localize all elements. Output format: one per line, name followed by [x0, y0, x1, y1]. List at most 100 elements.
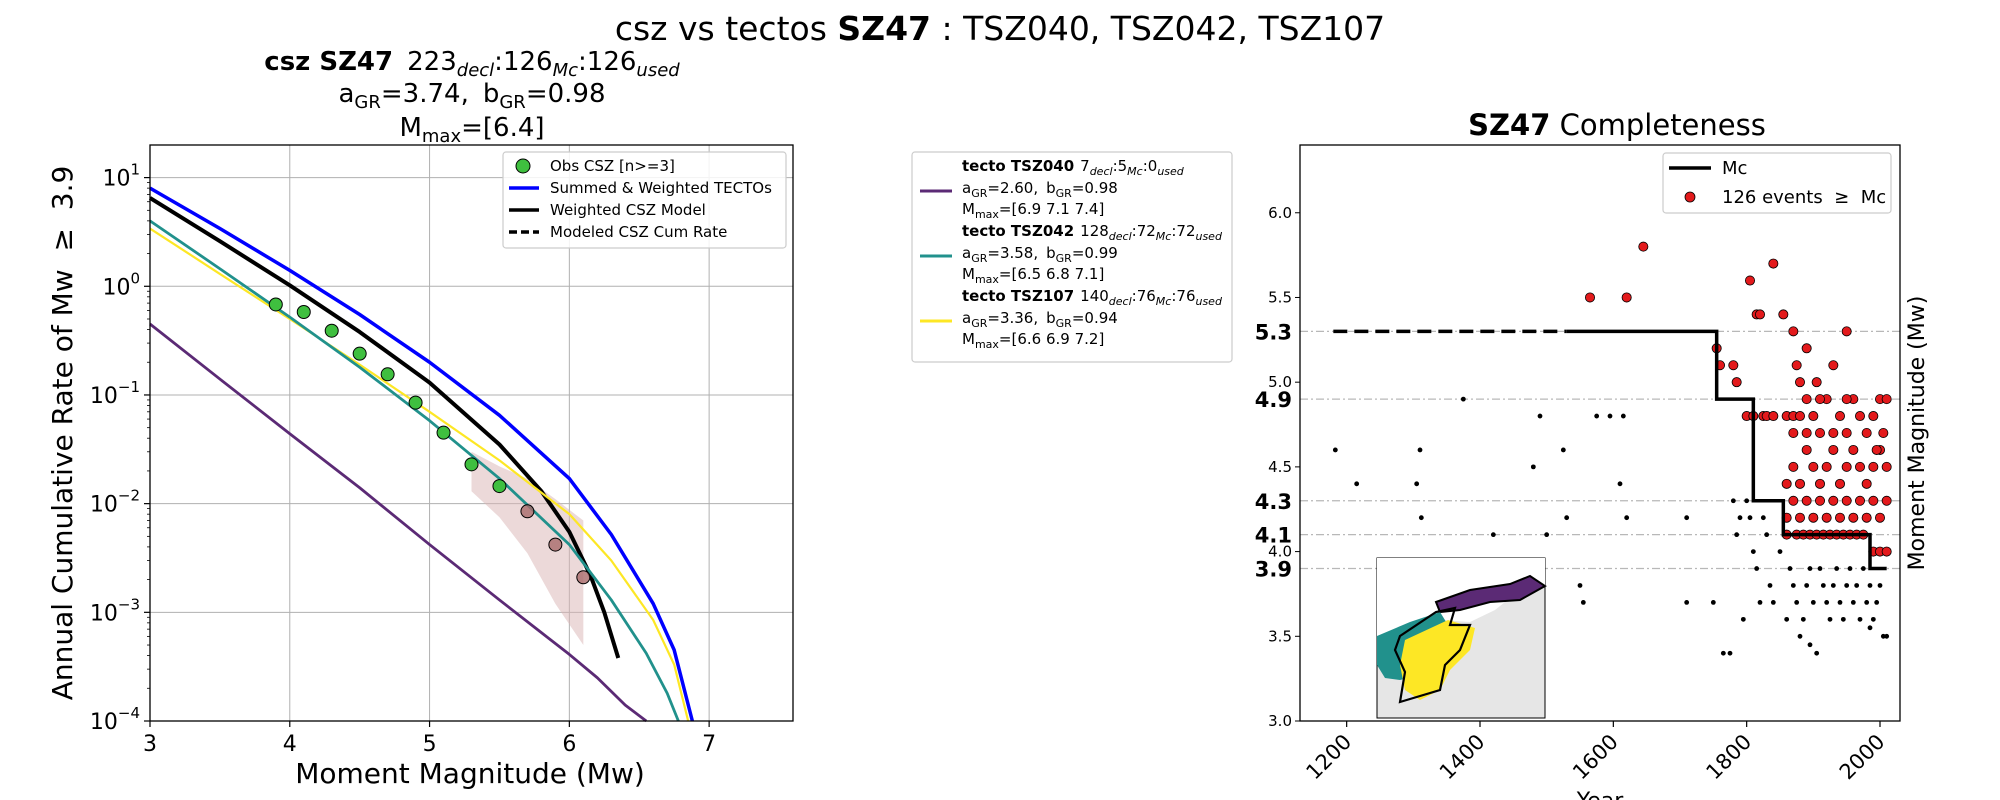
tecto-legend-mmax: Mmax=[6.6 6.9 7.2]	[962, 330, 1104, 351]
event-below-mc	[1577, 583, 1583, 588]
event-below-mc	[1594, 413, 1600, 419]
rate-xtick-label: 6	[562, 732, 576, 757]
observation-point	[576, 570, 591, 585]
series-line-purple	[149, 322, 648, 723]
completeness-ytick-label: 5.5	[1268, 288, 1292, 306]
event-above-mc	[1815, 478, 1826, 489]
rate-ytick-label: 100	[102, 269, 140, 300]
event-above-mc	[1841, 326, 1852, 337]
event-above-mc	[1815, 495, 1826, 506]
event-below-mc	[1760, 515, 1766, 521]
event-below-mc	[1354, 481, 1360, 487]
observation-points	[268, 297, 591, 585]
event-below-mc	[1744, 498, 1750, 504]
event-below-mc	[1880, 633, 1886, 639]
completeness-ytick-label: 4.5	[1268, 458, 1292, 476]
observation-point	[436, 425, 451, 440]
header-used-sub: used	[636, 60, 680, 81]
event-above-mc	[1808, 461, 1819, 472]
tecto-legend-title: tecto TSZ042 128decl:72Mc:72used	[962, 222, 1223, 243]
event-above-mc	[1821, 461, 1832, 472]
event-above-mc	[1828, 427, 1839, 438]
rate-ytick-label: 101	[102, 161, 140, 192]
header-csz-name: csz SZ47	[264, 47, 393, 77]
event-above-mc	[1881, 546, 1892, 557]
event-above-mc	[1841, 495, 1852, 506]
mc-step-line	[1333, 329, 1887, 571]
event-above-mc	[1881, 394, 1892, 405]
event-below-mc	[1727, 650, 1733, 656]
event-below-mc	[1417, 447, 1423, 453]
completeness-title-rest: Completeness	[1550, 108, 1765, 142]
event-below-mc	[1734, 532, 1740, 538]
mc-step-solid	[1566, 329, 1887, 571]
inset-map-region-tsz107	[1400, 620, 1475, 700]
series-line-black	[148, 196, 621, 659]
observation-point	[408, 395, 423, 410]
event-above-mc	[1621, 292, 1632, 303]
observation-point	[296, 304, 311, 319]
completeness-chart: SZ47 Completeness 5.3 4.9 4.3 4.1 3.9 3.0 3.5 4…	[1255, 108, 1930, 800]
figure-title-bold: SZ47	[837, 9, 931, 48]
event-above-mc	[1801, 444, 1812, 455]
event-above-mc	[1815, 394, 1826, 405]
event-above-mc	[1861, 512, 1872, 523]
tecto-legend-title: tecto TSZ107 140decl:76Mc:76used	[962, 287, 1223, 308]
completeness-ytick-label: 5.0	[1268, 373, 1292, 391]
completeness-legend-box	[1662, 152, 1892, 214]
header-a-gr: =3.74,	[381, 79, 469, 109]
tecto-legend-title: tecto TSZ040 7decl:5Mc:0used	[962, 157, 1185, 178]
rate-xtick-label: 7	[702, 732, 716, 757]
event-below-mc	[1624, 515, 1630, 521]
event-below-mc	[1730, 498, 1736, 504]
event-below-mc	[1490, 532, 1496, 538]
event-above-mc	[1788, 326, 1799, 337]
event-below-mc	[1884, 633, 1890, 639]
rate-chart-ticks: 3 4 5 6 7 101 100 10−1 10−2 10−3 10−4	[90, 161, 716, 757]
event-below-mc	[1847, 566, 1853, 571]
event-below-mc	[1844, 583, 1850, 588]
mc-level-label: 4.9	[1255, 388, 1292, 412]
completeness-xlabel: Year	[1576, 789, 1625, 800]
event-below-mc	[1754, 566, 1760, 571]
event-below-mc	[1834, 566, 1840, 571]
event-above-mc	[1788, 461, 1799, 472]
event-below-mc	[1877, 583, 1883, 588]
completeness-xtick-label: 1200	[1301, 730, 1356, 785]
completeness-xtick-label: 1800	[1701, 730, 1756, 785]
completeness-title: SZ47 Completeness	[1468, 108, 1766, 142]
event-above-mc	[1868, 495, 1879, 506]
event-below-mc	[1617, 481, 1623, 487]
rate-chart-series	[148, 186, 695, 723]
event-above-mc	[1878, 427, 1889, 438]
event-below-mc	[1560, 447, 1566, 453]
event-above-mc	[1835, 512, 1846, 523]
event-above-mc	[1841, 461, 1852, 472]
event-above-mc	[1848, 444, 1859, 455]
event-above-mc	[1868, 411, 1879, 422]
observation-point	[520, 504, 535, 519]
uncertainty-band-area	[471, 451, 584, 646]
event-below-mc	[1607, 413, 1613, 419]
event-above-mc	[1795, 377, 1806, 388]
event-below-mc	[1807, 642, 1813, 648]
series-line-teal	[149, 219, 680, 722]
event-below-mc	[1854, 583, 1860, 588]
rate-chart-header-line1: csz SZ47 223decl:126Mc:126used	[264, 47, 680, 81]
event-below-mc	[1827, 616, 1833, 622]
tecto-legend-gr: aGR=3.58, bGR=0.99	[962, 244, 1118, 265]
event-above-mc	[1811, 377, 1822, 388]
mc-level-label: 3.9	[1255, 558, 1292, 582]
event-below-mc	[1817, 566, 1823, 571]
observation-point	[548, 537, 563, 552]
completeness-title-bold: SZ47	[1468, 108, 1550, 142]
mc-level-label: 4.1	[1255, 524, 1292, 548]
event-above-mc	[1808, 512, 1819, 523]
event-above-mc	[1835, 478, 1846, 489]
rate-ytick-label: 10−2	[90, 487, 140, 518]
observation-point	[352, 346, 367, 361]
event-above-mc	[1638, 241, 1649, 252]
event-below-mc	[1867, 625, 1873, 631]
event-below-mc	[1710, 600, 1716, 605]
